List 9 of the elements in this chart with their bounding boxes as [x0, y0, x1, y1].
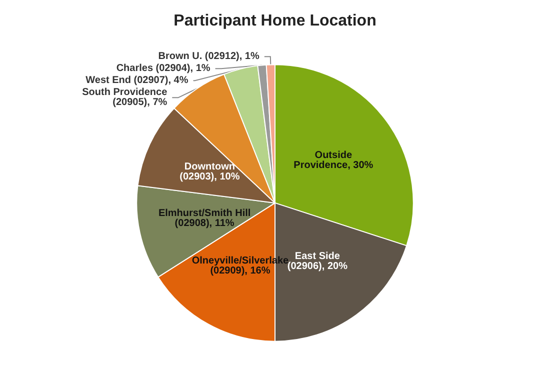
slice-label: Outside Providence, 30% — [294, 150, 374, 172]
slice-label: East Side (02906), 20% — [287, 250, 348, 272]
chart-title: Participant Home Location — [174, 12, 376, 30]
slice-label: Downtown (02903), 10% — [180, 162, 240, 183]
slice-label: Brown U. (02912), 1% — [158, 51, 260, 62]
slice-label: Charles (02904), 1% — [116, 63, 210, 74]
slice-label: Elmhurst/Smith Hill (02908), 11% — [158, 208, 251, 230]
slice-label: West End (02907), 4% — [86, 75, 188, 86]
slice-label: South Providence (20905), 7% — [82, 87, 168, 108]
